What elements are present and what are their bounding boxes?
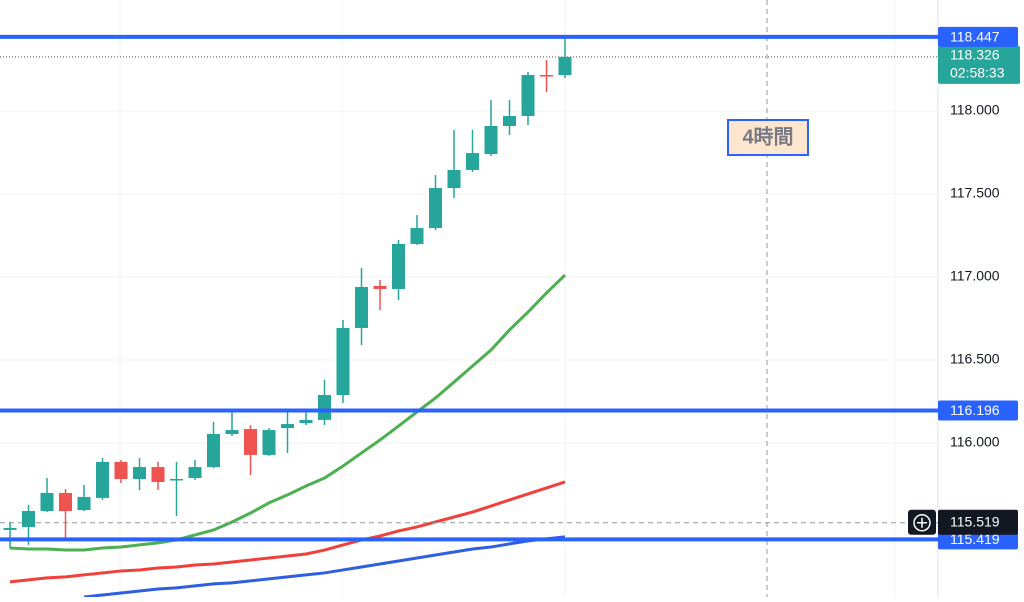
annotation-box [727,119,809,156]
candle-body [540,75,553,77]
moving-average-line [83,535,566,599]
candle-body [503,116,516,126]
candle-body [299,419,313,424]
crosshair-label: 115.519 [950,514,1000,530]
price-tag-label: 118.447 [950,29,1000,45]
candle-body [336,327,350,396]
candle-body [114,461,128,479]
candle-body [484,125,498,155]
price-tag [938,26,1018,47]
candle-body [466,153,479,170]
y-tick-label: 118.000 [950,102,1000,118]
candle-body [59,492,72,512]
price-tag [938,400,1018,421]
candle-body [318,395,331,420]
vertical-grid [119,0,896,597]
candle-body [3,527,17,530]
last-price-label: 118.326 [950,47,1000,63]
candle-body [355,286,368,328]
crosshair-plus-sign [917,517,927,528]
candle-body [133,467,146,479]
candle-body [188,467,202,478]
candle-body [96,461,109,498]
last-price-tag [938,45,1020,84]
y-tick-label: 116.000 [950,434,1000,450]
countdown-label: 02:58:33 [950,65,1005,81]
price-tag-label: 116.196 [950,402,1000,418]
candle-body [244,429,257,455]
candle-body [281,424,294,429]
candle-body [151,467,165,482]
price-tag-label: 115.419 [950,531,1000,547]
crosshair-tag [938,509,1018,535]
moving-average-line [9,480,566,584]
candle-body [170,478,183,481]
candle-body [207,434,220,468]
moving-average-line [9,273,567,552]
candle-body [225,430,239,435]
candle-body [392,243,405,289]
candle-body [40,492,54,512]
annotation-text: 4時間 [742,124,793,148]
y-tick-label: 116.500 [950,351,1000,367]
y-tick-label: 117.500 [950,185,1000,201]
candle-body [447,169,461,189]
candle-body [22,511,35,527]
candle-body [77,496,91,511]
y-tick-label: 117.000 [950,268,1000,284]
crosshair-plus [913,514,931,532]
candle-body [373,285,387,289]
candle-body [521,75,535,117]
candle-body [262,430,276,455]
annotation[interactable]: 4時間 [727,119,809,156]
candle-body [429,188,442,229]
candle-body [558,56,572,76]
candle-body [410,228,424,244]
